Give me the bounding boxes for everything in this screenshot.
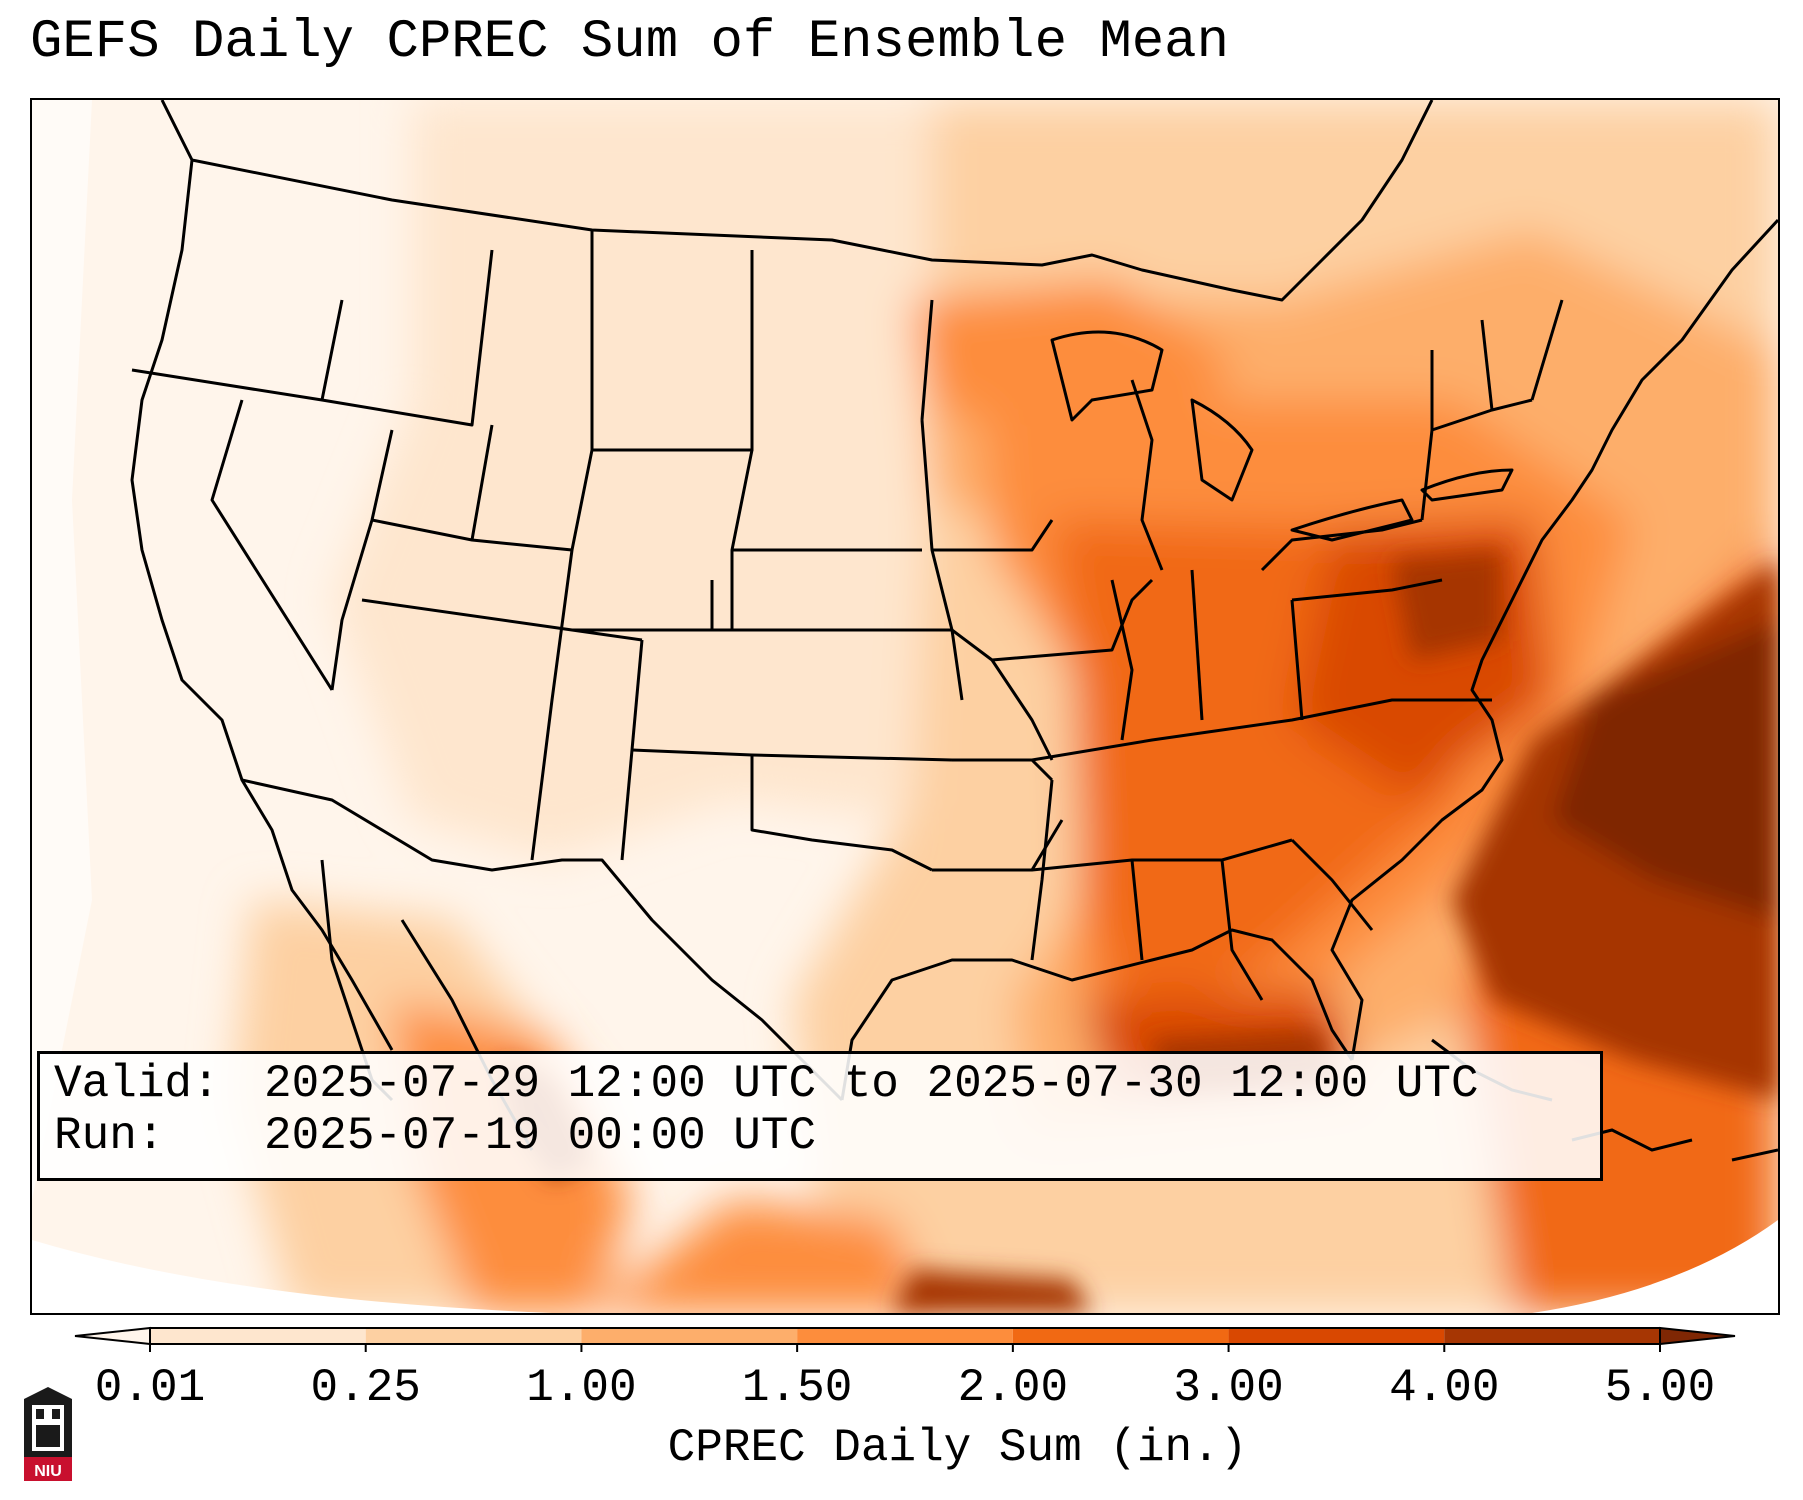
projection-edge-right [1532,1220,1778,1313]
colorbar-tick-label: 3.00 [1173,1362,1284,1414]
run-label: Run: [54,1110,165,1162]
colorbar-tick-label: 4.00 [1389,1362,1500,1414]
colorbar-tick-label: 1.50 [741,1362,853,1414]
run-value: 2025-07-19 00:00 UTC [264,1110,817,1162]
colorbar [74,1326,1736,1352]
valid-value: 2025-07-29 12:00 UTC to 2025-07-30 12:00… [264,1058,1479,1110]
logo-text: NIU [34,1463,62,1480]
colorbar-tick-label: 1.00 [526,1362,637,1414]
colorbar-frame [149,1327,1661,1345]
colorbar-segment [581,1328,798,1344]
niu-logo: NIU [24,1387,72,1481]
valid-label: Valid: [54,1058,220,1110]
colorbar-segment [1228,1328,1445,1344]
colorbar-segment [150,1328,366,1344]
colorbar-under-arrow [74,1326,151,1346]
colorbar-over-arrow [1659,1326,1736,1346]
projection-edge-left [32,1240,552,1313]
colorbar-segment [1012,1328,1229,1344]
colorbar-segment [797,1328,1013,1344]
colorbar-tick-label: 0.25 [310,1362,421,1414]
state-boundaries [130,100,1778,1102]
validity-info-box: Valid: 2025-07-29 12:00 UTC to 2025-07-30… [37,1051,1603,1181]
colorbar-tick-label: 0.01 [94,1362,206,1414]
colorbar-segment [365,1328,582,1344]
colorbar-tick-label: 5.00 [1604,1362,1716,1414]
map-title: GEFS Daily CPREC Sum of Ensemble Mean [30,12,1229,73]
colorbar-segment [1444,1328,1660,1344]
colorbar-title: CPREC Daily Sum (in.) [667,1422,1248,1474]
colorbar-tick-label: 2.00 [957,1362,1069,1414]
